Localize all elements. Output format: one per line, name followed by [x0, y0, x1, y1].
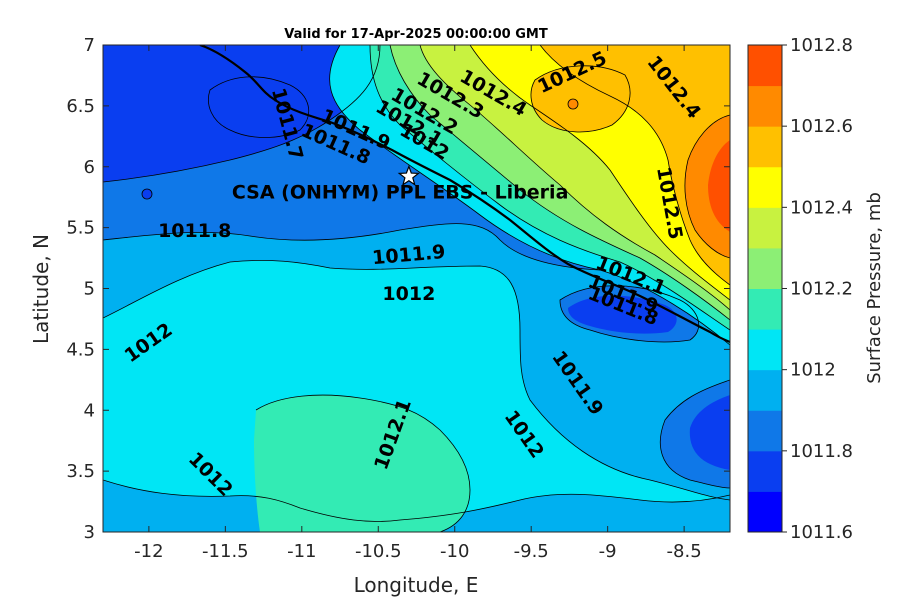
contour-line	[255, 394, 471, 532]
colorbar-ticks: 1011.6 1011.8 1012 1012.2 1012.4 1012.6 1012.8	[782, 35, 853, 543]
contour-line	[419, 45, 730, 311]
colorbar-tick-label: 1012.2	[790, 279, 853, 300]
pressure-high-marker	[567, 98, 579, 110]
colorbar-label: Surface Pressure, mb	[864, 192, 885, 384]
colorbar-segment	[748, 85, 782, 127]
x-tick-label: -11.5	[202, 541, 249, 562]
contour-line	[103, 223, 730, 346]
band-1012.0-sw	[103, 500, 160, 532]
y-tick-label: 3.5	[66, 461, 95, 482]
contour-line	[530, 65, 631, 133]
band-1012.1-south	[254, 395, 470, 532]
colorbar-tick-label: 1012	[790, 360, 836, 381]
band-1011.7-e	[568, 295, 677, 334]
contour-line	[103, 45, 381, 183]
colorbar-tick-label: 1012.8	[790, 35, 853, 56]
colorbar-segment	[748, 491, 782, 533]
contour-line	[389, 45, 730, 321]
band-1011.6-nw	[208, 76, 309, 138]
y-axis-ticks: 3 3.5 4 4.5 5 5.5 6 6.5 7	[66, 35, 730, 543]
colorbar-tick-label: 1012.6	[790, 116, 853, 137]
colorbar-segment	[748, 288, 782, 330]
contour-line	[684, 114, 730, 259]
contour-label: 1011.8	[158, 220, 231, 242]
contour-line	[103, 479, 730, 522]
colorbar-segment	[748, 45, 782, 87]
colorbar-segment	[748, 410, 782, 452]
x-tick-label: -9.5	[514, 541, 549, 562]
contour-line	[539, 45, 730, 286]
y-tick-label: 4	[84, 400, 95, 421]
band-1012.7-ne	[708, 140, 730, 232]
y-tick-label: 3	[84, 522, 95, 543]
colorbar	[748, 45, 782, 533]
x-tick-label: -9	[599, 541, 617, 562]
colorbar-segment	[748, 329, 782, 371]
y-tick-label: 5.5	[66, 218, 95, 239]
colorbar-segment	[748, 450, 782, 492]
band-1012.5-peak	[530, 65, 631, 132]
colorbar-segment	[748, 166, 782, 208]
x-tick-label: -8.5	[667, 541, 702, 562]
colorbar-segment	[748, 247, 782, 289]
colorbar-frame	[747, 44, 783, 533]
contour-line	[103, 259, 730, 501]
contour-line	[208, 76, 309, 138]
y-tick-label: 6	[84, 157, 95, 178]
y-tick-label: 5	[84, 279, 95, 300]
contour-line	[369, 45, 730, 331]
x-axis-label: Longitude, E	[354, 573, 479, 597]
y-tick-label: 4.5	[66, 339, 95, 360]
minor-low-marker	[141, 188, 153, 200]
y-tick-label: 6.5	[66, 96, 95, 117]
contour-plot-area	[103, 45, 730, 532]
band-1012.4-ne-corner	[680, 45, 730, 70]
x-tick-label: -10.5	[355, 541, 402, 562]
colorbar-segment	[748, 369, 782, 411]
coastline	[199, 45, 730, 344]
chart-title: Valid for 17-Apr-2025 00:00:00 GMT	[284, 27, 548, 42]
site-star-marker	[397, 164, 421, 187]
band-1012.6-ne	[684, 115, 730, 258]
contour-line	[559, 285, 700, 343]
contour-line	[659, 379, 730, 489]
x-tick-label: -11	[287, 541, 316, 562]
x-axis-ticks: -12 -11.5 -11 -10.5 -10 -9.5 -9 -8.5	[134, 45, 702, 562]
band-1012.5-ne	[540, 45, 730, 285]
colorbar-tick-label: 1011.6	[790, 522, 853, 543]
colorbar-segment	[748, 207, 782, 249]
x-tick-label: -12	[134, 541, 163, 562]
y-tick-label: 7	[84, 35, 95, 56]
colorbar-tick-label: 1012.4	[790, 197, 853, 218]
contour-line	[329, 45, 601, 271]
contour-label: 1012	[382, 283, 435, 305]
colorbar-segment	[748, 126, 782, 168]
y-axis-label: Latitude, N	[29, 234, 53, 344]
contour-line	[469, 45, 730, 301]
colorbar-tick-label: 1011.8	[790, 441, 853, 462]
band-1011.7-se	[689, 395, 730, 470]
site-label: CSA (ONHYM) PPL EBS - Liberia	[232, 181, 569, 203]
x-tick-label: -10	[440, 541, 469, 562]
contour-lines	[103, 45, 730, 532]
